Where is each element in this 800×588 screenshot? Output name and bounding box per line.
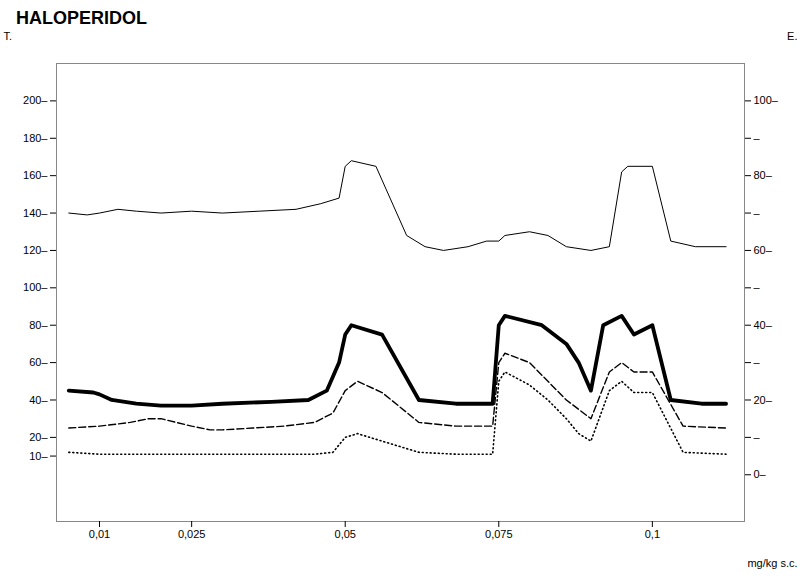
svg-text:0,05: 0,05 xyxy=(335,528,356,540)
svg-text:40–: 40– xyxy=(754,319,773,331)
html-text:HALOPERIDOL: HALOPERIDOL xyxy=(16,8,147,28)
svg-text:–: – xyxy=(754,207,761,219)
svg-text:60–: 60– xyxy=(29,356,48,368)
svg-text:80–: 80– xyxy=(29,319,48,331)
svg-text:T.: T. xyxy=(4,30,13,42)
svg-text:40–: 40– xyxy=(29,394,48,406)
svg-text:E.: E. xyxy=(787,30,797,42)
svg-text:200–: 200– xyxy=(23,94,48,106)
svg-text:100–: 100– xyxy=(23,281,48,293)
svg-text:120–: 120– xyxy=(23,244,48,256)
svg-text:160–: 160– xyxy=(23,169,48,181)
svg-text:0,025: 0,025 xyxy=(178,528,206,540)
svg-text:–: – xyxy=(754,356,761,368)
svg-text:20–: 20– xyxy=(754,394,773,406)
svg-text:0,075: 0,075 xyxy=(485,528,513,540)
svg-text:–: – xyxy=(754,132,761,144)
svg-text:–: – xyxy=(754,431,761,443)
svg-text:100–: 100– xyxy=(754,94,779,106)
svg-text:0,1: 0,1 xyxy=(645,528,660,540)
svg-text:20–: 20– xyxy=(29,431,48,443)
svg-text:180–: 180– xyxy=(23,132,48,144)
svg-text:60–: 60– xyxy=(754,244,773,256)
svg-text:0,01: 0,01 xyxy=(89,528,110,540)
svg-text:80–: 80– xyxy=(754,169,773,181)
svg-text:140–: 140– xyxy=(23,207,48,219)
svg-text:0–: 0– xyxy=(754,468,767,480)
svg-text:10–: 10– xyxy=(29,450,48,462)
svg-text:–: – xyxy=(754,281,761,293)
svg-text:mg/kg s.c.: mg/kg s.c. xyxy=(747,557,797,569)
